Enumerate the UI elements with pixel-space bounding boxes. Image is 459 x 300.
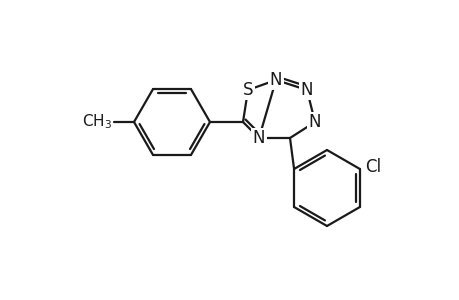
- Text: CH$_3$: CH$_3$: [82, 113, 112, 131]
- Text: Cl: Cl: [364, 158, 380, 176]
- Text: S: S: [242, 81, 253, 99]
- Text: N: N: [308, 113, 320, 131]
- Text: N: N: [269, 71, 282, 89]
- Text: N: N: [252, 129, 265, 147]
- Text: N: N: [300, 81, 313, 99]
